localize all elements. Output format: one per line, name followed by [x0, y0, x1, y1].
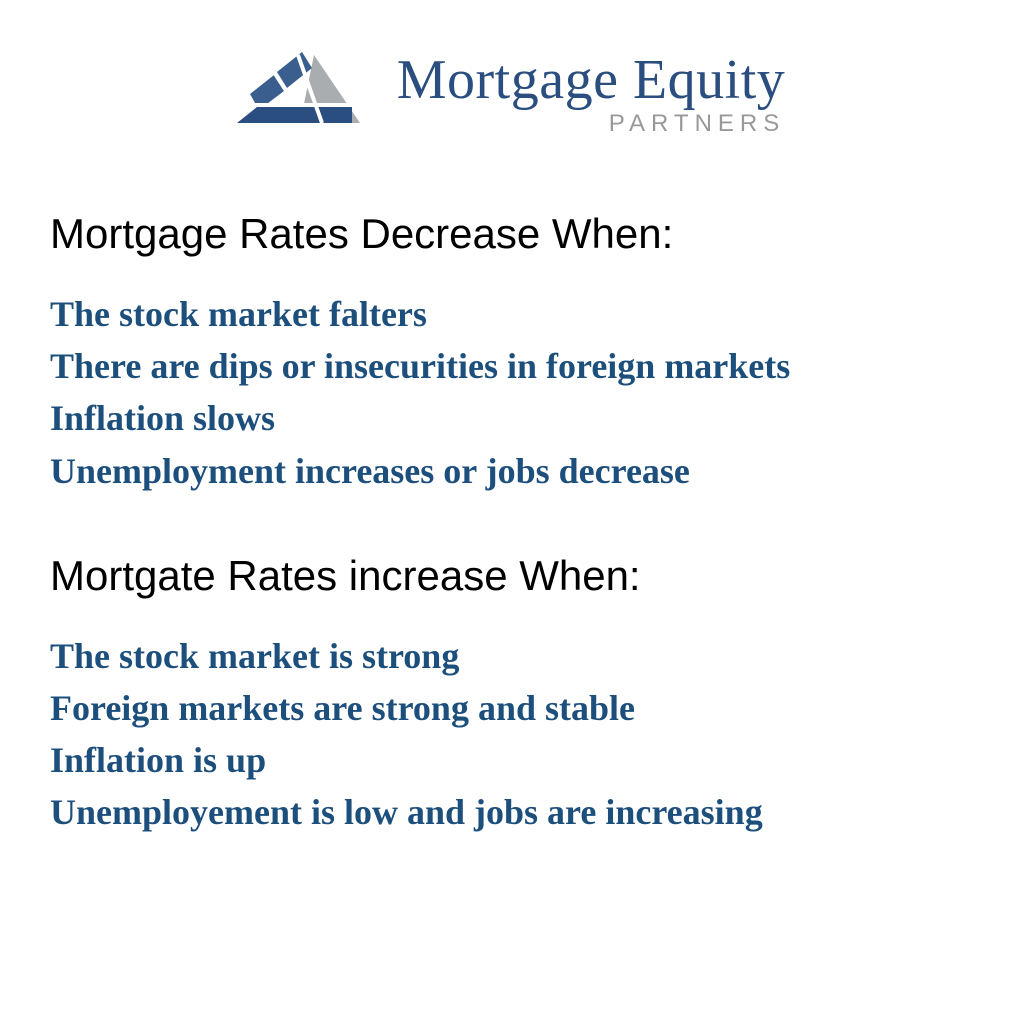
- list-item: Unemployment increases or jobs decrease: [50, 445, 967, 497]
- section-decrease: Mortgage Rates Decrease When: The stock …: [50, 210, 967, 497]
- list-item: The stock market is strong: [50, 630, 967, 682]
- section-increase: Mortgate Rates increase When: The stock …: [50, 552, 967, 839]
- logo-text: Mortgage Equity PARTNERS: [397, 52, 786, 138]
- list-item: Inflation slows: [50, 392, 967, 444]
- section-heading-decrease: Mortgage Rates Decrease When:: [50, 210, 967, 258]
- list-decrease: The stock market falters There are dips …: [50, 288, 967, 497]
- section-heading-increase: Mortgate Rates increase When:: [50, 552, 967, 600]
- logo-icon: [232, 50, 377, 140]
- logo-container: Mortgage Equity PARTNERS: [50, 50, 967, 140]
- logo-sub-text: PARTNERS: [609, 110, 785, 138]
- list-item: Foreign markets are strong and stable: [50, 682, 967, 734]
- list-item: There are dips or insecurities in foreig…: [50, 340, 967, 392]
- list-increase: The stock market is strong Foreign marke…: [50, 630, 967, 839]
- list-item: Unemployement is low and jobs are increa…: [50, 786, 967, 838]
- list-item: The stock market falters: [50, 288, 967, 340]
- list-item: Inflation is up: [50, 734, 967, 786]
- logo-main-text: Mortgage Equity: [397, 52, 786, 108]
